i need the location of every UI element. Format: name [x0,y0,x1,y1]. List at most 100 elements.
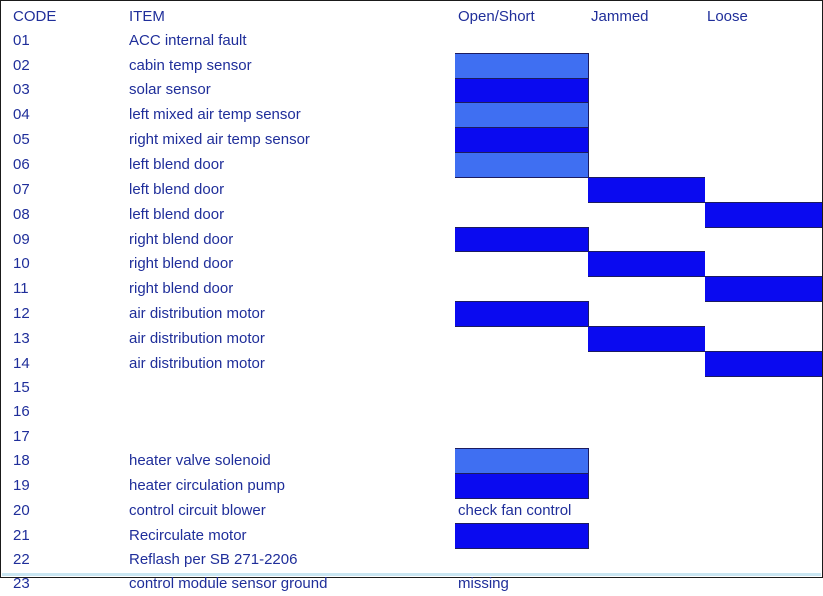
row-item: right blend door [129,230,234,248]
row-loose-cell [705,29,822,53]
row-code: 22 [13,551,30,569]
row-code: 18 [13,452,30,470]
row-open-short-cell [455,351,588,376]
table-row: 09 right blend door [1,226,822,253]
row-jammed-cell [588,401,705,425]
table-row: 15 [1,376,822,400]
row-loose-cell [705,252,822,277]
row-open-short-cell [455,548,588,572]
table-row: 14 air distribution motor [1,350,822,377]
row-item: right blend door [129,280,234,298]
row-item: right blend door [129,255,234,273]
table-row: 12 air distribution motor [1,301,822,327]
row-item: ACC internal fault [129,32,247,50]
row-open-short-cell: check fan control [458,501,572,519]
row-code: 02 [13,56,30,74]
row-loose-cell [705,302,822,327]
row-loose-cell [705,401,822,425]
row-open-short-marker [455,52,589,79]
header-loose: Loose [707,7,748,25]
row-loose-cell [705,326,822,351]
header-jammed: Jammed [591,7,649,25]
row-loose-cell [705,53,822,78]
row-item: air distribution motor [129,329,265,347]
row-open-short-marker [455,301,589,327]
fault-code-table: CODE ITEM Open/Short Jammed Loose 01 ACC … [1,5,822,596]
row-jammed-cell [588,523,705,548]
row-code: 13 [13,329,30,347]
row-open-short-marker [455,448,589,475]
row-code: 14 [13,354,30,372]
row-item: Recirculate motor [129,526,247,544]
table-row: 20 control circuit blower check fan contro… [1,498,822,523]
row-jammed-marker [588,325,705,352]
table-row: 03 solar sensor [1,77,822,104]
row-code: 06 [13,155,30,173]
row-loose-cell [705,548,822,572]
row-jammed-marker [588,251,705,278]
row-jammed-cell [588,498,705,523]
row-open-short-marker [455,102,589,129]
row-code: 11 [13,280,29,298]
row-open-short-cell [455,424,588,448]
table-row: 02 cabin temp sensor [1,52,822,79]
row-open-short-cell [455,252,588,277]
row-jammed-cell [588,351,705,376]
row-code: 04 [13,106,30,124]
row-open-short-marker [455,152,589,178]
row-loose-cell [705,523,822,548]
table-row: 01 ACC internal fault [1,29,822,53]
row-jammed-cell [588,153,705,178]
row-jammed-cell [588,227,705,252]
row-code: 12 [13,305,30,323]
row-item: left blend door [129,205,225,223]
row-open-short-cell [455,326,588,351]
table-body: 01 ACC internal fault 02 cabin temp sensor 0… [1,29,822,596]
row-jammed-cell [588,128,705,153]
table-row: 19 heater circulation pump [1,473,822,499]
table-header-row: CODE ITEM Open/Short Jammed Loose [1,5,822,29]
table-row: 21 Recirculate motor [1,522,822,549]
row-code: 01 [13,32,30,50]
row-code: 08 [13,205,30,223]
row-open-short-cell [455,29,588,53]
row-code: 20 [13,501,30,519]
header-open-short: Open/Short [458,7,535,25]
row-loose-marker [705,350,822,377]
row-open-short-cell [455,277,588,302]
row-jammed-cell [588,29,705,53]
row-open-short-marker [455,473,589,499]
row-loose-cell [705,474,822,499]
row-code: 07 [13,180,30,198]
row-loose-marker [705,201,822,228]
row-item: control circuit blower [129,501,266,519]
row-code: 17 [13,427,30,445]
table-row: 07 left blend door [1,176,822,203]
row-item: heater circulation pump [129,476,285,494]
row-loose-cell [705,227,822,252]
row-code: 09 [13,230,30,248]
row-item: heater valve solenoid [129,452,271,470]
table-row: 10 right blend door [1,251,822,278]
row-jammed-cell [588,78,705,103]
table-row: 18 heater valve solenoid [1,448,822,475]
row-jammed-marker [588,176,705,203]
table-row: 17 [1,424,822,448]
row-loose-marker [705,276,822,303]
row-code: 03 [13,81,30,99]
row-item: left mixed air temp sensor [129,106,301,124]
header-item: ITEM [129,7,165,25]
row-item: Reflash per SB 271-2206 [129,551,298,569]
table-row: 22 Reflash per SB 271-2206 [1,548,822,572]
row-item: left blend door [129,155,225,173]
row-loose-cell [705,376,822,400]
row-open-short-cell [455,177,588,202]
row-code: 10 [13,255,30,273]
table-row: 11 right blend door [1,276,822,303]
row-item: solar sensor [129,81,211,99]
row-jammed-cell [588,277,705,302]
table-row: 13 air distribution motor [1,325,822,352]
row-loose-cell [705,449,822,474]
row-open-short-marker [455,522,589,549]
